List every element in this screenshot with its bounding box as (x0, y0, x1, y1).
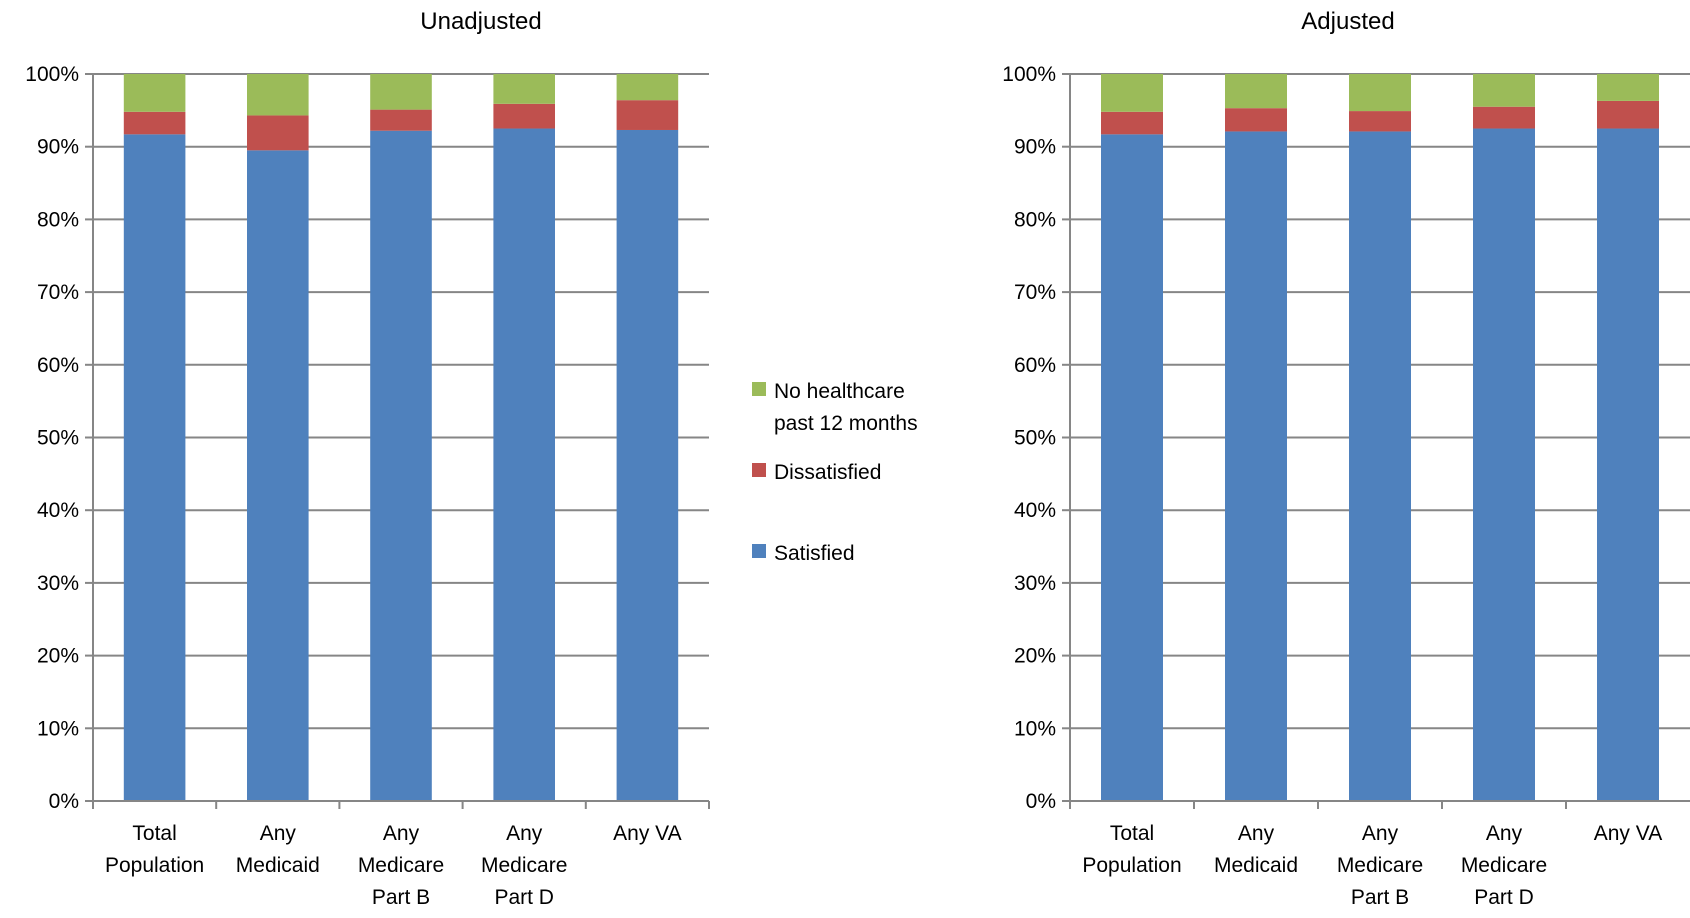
bar-segment-dissatisfied (1597, 100, 1659, 129)
x-tick-label: Any Medicaid (1214, 822, 1298, 877)
bar-segment-no-healthcare-past-12-months (247, 74, 309, 116)
bar-segment-no-healthcare-past-12-months (370, 74, 432, 110)
y-tick-label: 10% (1014, 717, 1056, 740)
bar-segment-no-healthcare-past-12-months (1473, 74, 1535, 107)
bar-segment-satisfied (370, 130, 432, 801)
x-tick-label: Total Population (1082, 822, 1181, 877)
bar-segment-dissatisfied (123, 111, 186, 135)
bar-segment-no-healthcare-past-12-months (493, 74, 555, 104)
y-tick-label: 0% (49, 790, 79, 813)
bar-segment-dissatisfied (616, 100, 679, 130)
y-tick-label: 100% (1002, 63, 1056, 86)
bar-segment-satisfied (123, 134, 186, 801)
bar-segment-no-healthcare-past-12-months (616, 74, 679, 101)
y-tick-label: 80% (37, 208, 79, 231)
legend-label: Satisfied (774, 542, 855, 565)
bar-segment-no-healthcare-past-12-months (1597, 74, 1659, 101)
bar-segment-satisfied (1597, 128, 1659, 801)
bar-segment-dissatisfied (493, 103, 555, 129)
y-tick-label: 90% (37, 136, 79, 159)
chart-title: Adjusted (1301, 8, 1394, 35)
x-tick-label: Any Medicare Part B (1337, 822, 1423, 909)
bar-segment-satisfied (1101, 134, 1163, 801)
y-tick-label: 10% (37, 717, 79, 740)
x-tick-label: Total Population (105, 822, 204, 877)
y-tick-label: 20% (37, 645, 79, 668)
y-tick-label: 60% (37, 354, 79, 377)
y-tick-label: 90% (1014, 136, 1056, 159)
bar-segment-satisfied (1225, 131, 1287, 802)
bar-segment-dissatisfied (247, 115, 309, 151)
chart-adjusted: Adjusted 0% 10% 20% 30% 40% 50% 60% 70% 80% 90% 10… (1002, 8, 1690, 909)
y-tick-label: 100% (25, 63, 79, 86)
bar-segment-dissatisfied (1225, 108, 1287, 132)
chart-unadjusted: Unadjusted 0% 10% 20% 30% 40% 50% 60% 70% 80% 90%… (25, 8, 710, 909)
x-tick-label: Any Medicare Part D (481, 822, 567, 909)
y-tick-label: 20% (1014, 645, 1056, 668)
legend-label: No healthcare past 12 months (774, 380, 918, 435)
bar-segment-satisfied (247, 150, 309, 801)
bar-segment-no-healthcare-past-12-months (1101, 74, 1163, 112)
bar-segment-dissatisfied (1349, 111, 1411, 132)
bar-segment-no-healthcare-past-12-months (123, 74, 186, 112)
chart-title: Unadjusted (420, 8, 541, 35)
bar-segment-no-healthcare-past-12-months (1225, 74, 1287, 109)
bar-segment-dissatisfied (1101, 111, 1163, 135)
bar-segment-satisfied (1473, 128, 1535, 801)
y-tick-label: 50% (37, 427, 79, 450)
bar-segment-satisfied (616, 129, 679, 801)
x-tick-label: Any VA (1594, 822, 1662, 845)
x-tick-label: Any Medicare Part B (358, 822, 444, 909)
legend-label: Dissatisfied (774, 461, 881, 484)
x-tick-label: Any VA (613, 822, 681, 845)
y-tick-label: 40% (1014, 499, 1056, 522)
y-tick-label: 80% (1014, 208, 1056, 231)
x-tick-label: Any Medicare Part D (1461, 822, 1547, 909)
y-tick-label: 60% (1014, 354, 1056, 377)
y-tick-label: 30% (1014, 572, 1056, 595)
y-tick-label: 70% (37, 281, 79, 304)
legend-swatch (752, 382, 766, 396)
y-tick-label: 70% (1014, 281, 1056, 304)
bar-segment-dissatisfied (370, 109, 432, 131)
y-tick-label: 30% (37, 572, 79, 595)
bar-segment-satisfied (493, 128, 555, 801)
y-tick-label: 50% (1014, 427, 1056, 450)
legend-swatch (752, 463, 766, 477)
bar-segment-dissatisfied (1473, 106, 1535, 129)
x-tick-label: Any Medicaid (236, 822, 320, 877)
legend: No healthcare past 12 months Dissatisfied S… (752, 380, 918, 565)
legend-swatch (752, 544, 766, 558)
y-tick-label: 40% (37, 499, 79, 522)
bar-segment-no-healthcare-past-12-months (1349, 74, 1411, 112)
y-tick-label: 0% (1026, 790, 1056, 813)
bar-segment-satisfied (1349, 131, 1411, 802)
